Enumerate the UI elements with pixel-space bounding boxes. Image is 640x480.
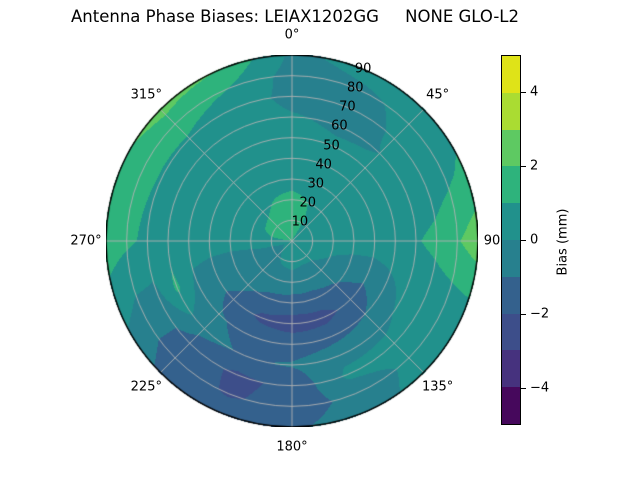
colorbar-segment-2-to-3 <box>502 129 520 167</box>
colorbar-segment--1-to-0 <box>502 239 520 277</box>
colorbar-ticklabel--4: −4 <box>530 380 550 396</box>
colorbar-tickmark-0 <box>521 240 526 241</box>
colorbar-ticklabel-0: 0 <box>530 232 539 248</box>
angle-label-180: 180° <box>276 439 308 455</box>
angle-label-90: 90 <box>483 233 501 249</box>
colorbar-ticklabel-2: 2 <box>530 158 539 174</box>
angle-label-270: 270° <box>70 233 102 249</box>
colorbar-segment--4-to--3 <box>502 350 520 388</box>
colorbar-segment--2-to--1 <box>502 276 520 314</box>
colorbar <box>501 55 521 425</box>
colorbar-tickmark--4 <box>521 388 526 389</box>
colorbar-segment-0-to-1 <box>502 203 520 240</box>
colorbar-tickmark-4 <box>521 92 526 93</box>
colorbar-ticklabel--2: −2 <box>530 306 550 322</box>
colorbar-segment-1-to-2 <box>502 166 520 204</box>
colorbar-segment--5-to--4 <box>502 387 520 424</box>
angle-label-0: 0° <box>284 27 300 43</box>
colorbar-segment--3-to--2 <box>502 313 520 351</box>
colorbar-ticklabel-4: 4 <box>530 84 539 100</box>
colorbar-segment-4-to-5 <box>502 56 520 93</box>
chart-title: Antenna Phase Biases: LEIAX1202GG NONE G… <box>71 7 519 26</box>
colorbar-segment-3-to-4 <box>502 92 520 130</box>
colorbar-axis-label: Bias (mm) <box>555 208 571 276</box>
polar-contour-plot <box>106 55 478 427</box>
colorbar-tickmark-2 <box>521 166 526 167</box>
colorbar-tickmark--2 <box>521 314 526 315</box>
